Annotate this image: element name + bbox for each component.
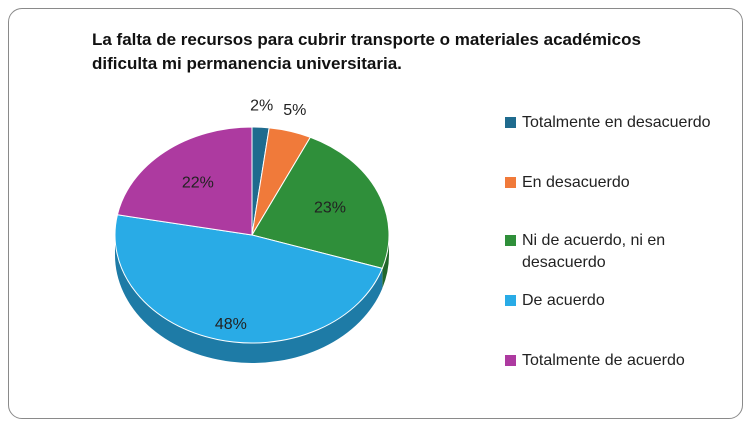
legend-swatch (505, 177, 516, 188)
slice (251, 136, 390, 269)
slice-side (382, 235, 389, 289)
legend-item: De acuerdo (505, 290, 735, 312)
slice (116, 126, 253, 236)
chart-title: La falta de recursos para cubrir transpo… (92, 30, 641, 73)
legend-label: Totalmente de acuerdo (522, 352, 685, 369)
legend-label: Totalmente en desacuerdo (522, 114, 711, 131)
slice (114, 214, 383, 344)
legend-swatch (505, 355, 516, 366)
legend-item: Totalmente de acuerdo (505, 350, 735, 372)
legend-label: En desacuerdo (522, 174, 630, 191)
data-label: 22% (182, 175, 214, 192)
data-label: 5% (283, 102, 306, 119)
legend-label: Ni de acuerdo, ni en desacuerdo (522, 232, 666, 271)
data-label: 2% (250, 97, 273, 114)
data-label: 23% (314, 200, 346, 217)
data-label: 48% (215, 316, 247, 333)
legend-item: En desacuerdo (505, 172, 735, 194)
chart-frame (8, 8, 743, 419)
legend-swatch (505, 235, 516, 246)
legend-swatch (505, 295, 516, 306)
legend-swatch (505, 117, 516, 128)
legend-label: De acuerdo (522, 292, 605, 309)
legend-item: Totalmente en desacuerdo (505, 112, 735, 134)
legend-item: Ni de acuerdo, ni en desacuerdo (505, 230, 735, 274)
